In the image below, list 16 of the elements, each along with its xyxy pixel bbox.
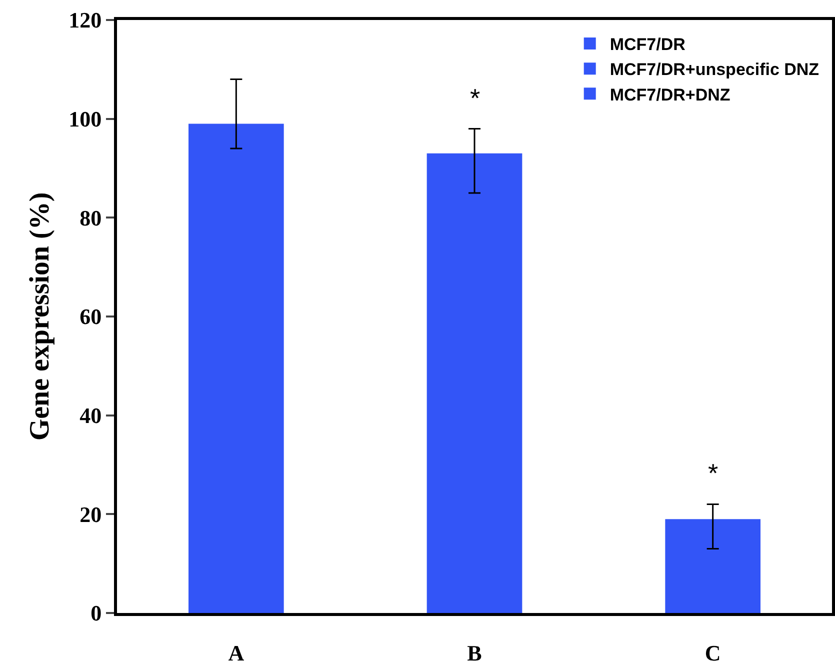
x-tick-label: A xyxy=(228,640,244,666)
legend-label: MCF7/DR+DNZ xyxy=(610,85,730,104)
x-tick-label: B xyxy=(467,640,482,666)
y-tick-label: 120 xyxy=(68,8,102,33)
annotation: * xyxy=(470,83,480,113)
y-tick-label: 40 xyxy=(80,403,102,428)
annotation: * xyxy=(708,458,718,488)
y-tick-label: 20 xyxy=(80,502,102,527)
y-tick-label: 60 xyxy=(80,304,102,330)
x-tick-label: C xyxy=(704,640,721,666)
legend-label: MCF7/DR+unspecific DNZ xyxy=(610,60,820,80)
y-tick-label: 100 xyxy=(68,106,102,132)
y-tick-label: 80 xyxy=(80,205,102,230)
y-tick-label: 0 xyxy=(90,600,102,626)
legend-label: MCF7/DR xyxy=(610,35,686,54)
y-axis-title: Gene expression (%) xyxy=(24,192,56,441)
